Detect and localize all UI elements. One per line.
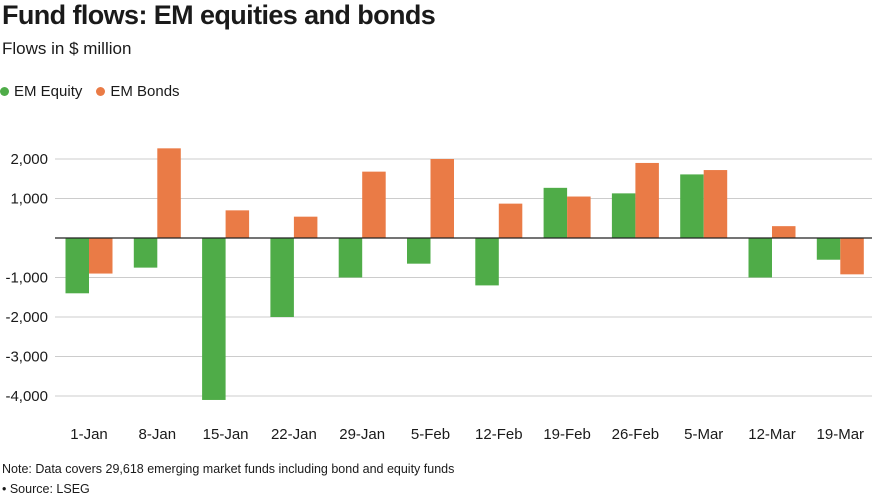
bar-equity bbox=[338, 238, 363, 278]
y-tick-label: 2,000 bbox=[10, 151, 48, 168]
bar-bonds bbox=[293, 216, 318, 238]
chart-source: • Source: LSEG bbox=[2, 482, 90, 496]
bar-equity bbox=[65, 238, 89, 294]
bar-equity bbox=[611, 193, 636, 238]
chart-note: Note: Data covers 29,618 emerging market… bbox=[2, 462, 455, 476]
chart-title: Fund flows: EM equities and bonds bbox=[2, 0, 436, 30]
bar-bonds bbox=[840, 238, 864, 275]
y-tick-label: 1,000 bbox=[10, 191, 48, 208]
bar-bonds bbox=[772, 226, 796, 238]
bar-equity bbox=[475, 238, 499, 286]
bar-bonds bbox=[225, 210, 250, 238]
y-tick-label: -1,000 bbox=[5, 270, 48, 287]
y-tick-label: -4,000 bbox=[5, 388, 48, 405]
bar-bonds bbox=[567, 196, 591, 238]
x-tick-label: 12-Mar bbox=[748, 426, 796, 443]
bar-equity bbox=[407, 238, 431, 264]
legend-item-bonds: EM Bonds bbox=[96, 83, 180, 100]
x-tick-label: 29-Jan bbox=[339, 426, 385, 443]
legend: EM Equity EM Bonds bbox=[0, 83, 180, 100]
x-tick-label: 5-Mar bbox=[684, 426, 723, 443]
x-tick-label: 26-Feb bbox=[612, 426, 660, 443]
bar-bonds bbox=[157, 148, 181, 238]
bar-bonds bbox=[430, 159, 454, 238]
bar-equity bbox=[816, 238, 841, 260]
bar-equity bbox=[270, 238, 294, 317]
bar-equity bbox=[680, 174, 704, 238]
x-tick-label: 15-Jan bbox=[203, 426, 249, 443]
bar-equity bbox=[133, 238, 158, 268]
bar-equity bbox=[748, 238, 772, 278]
x-tick-label: 5-Feb bbox=[411, 426, 450, 443]
legend-swatch-bonds bbox=[96, 87, 106, 96]
y-tick-label: -3,000 bbox=[5, 349, 48, 366]
legend-item-equity: EM Equity bbox=[0, 83, 82, 100]
chart-subtitle: Flows in $ million bbox=[2, 39, 132, 58]
legend-label-bonds: EM Bonds bbox=[110, 83, 180, 100]
bar-bonds bbox=[498, 203, 523, 238]
x-tick-label: 19-Mar bbox=[817, 426, 865, 443]
bar-bonds bbox=[89, 238, 113, 274]
bar-bonds bbox=[703, 170, 728, 238]
x-tick-label: 19-Feb bbox=[543, 426, 591, 443]
bar-equity bbox=[543, 187, 568, 238]
y-tick-label: -2,000 bbox=[5, 309, 48, 326]
bar-equity bbox=[202, 238, 226, 400]
legend-swatch-equity bbox=[0, 87, 9, 96]
x-tick-label: 1-Jan bbox=[70, 426, 108, 443]
bar-bonds bbox=[362, 171, 386, 238]
bar-chart: 2,000 1,000 -1,000 -2,000 -3,000 -4,000 1-Jan 8… bbox=[5, 148, 872, 443]
bar-bonds bbox=[635, 162, 659, 238]
x-tick-label: 8-Jan bbox=[139, 426, 177, 443]
x-tick-label: 12-Feb bbox=[475, 426, 523, 443]
legend-label-equity: EM Equity bbox=[14, 83, 83, 100]
x-tick-label: 22-Jan bbox=[271, 426, 317, 443]
